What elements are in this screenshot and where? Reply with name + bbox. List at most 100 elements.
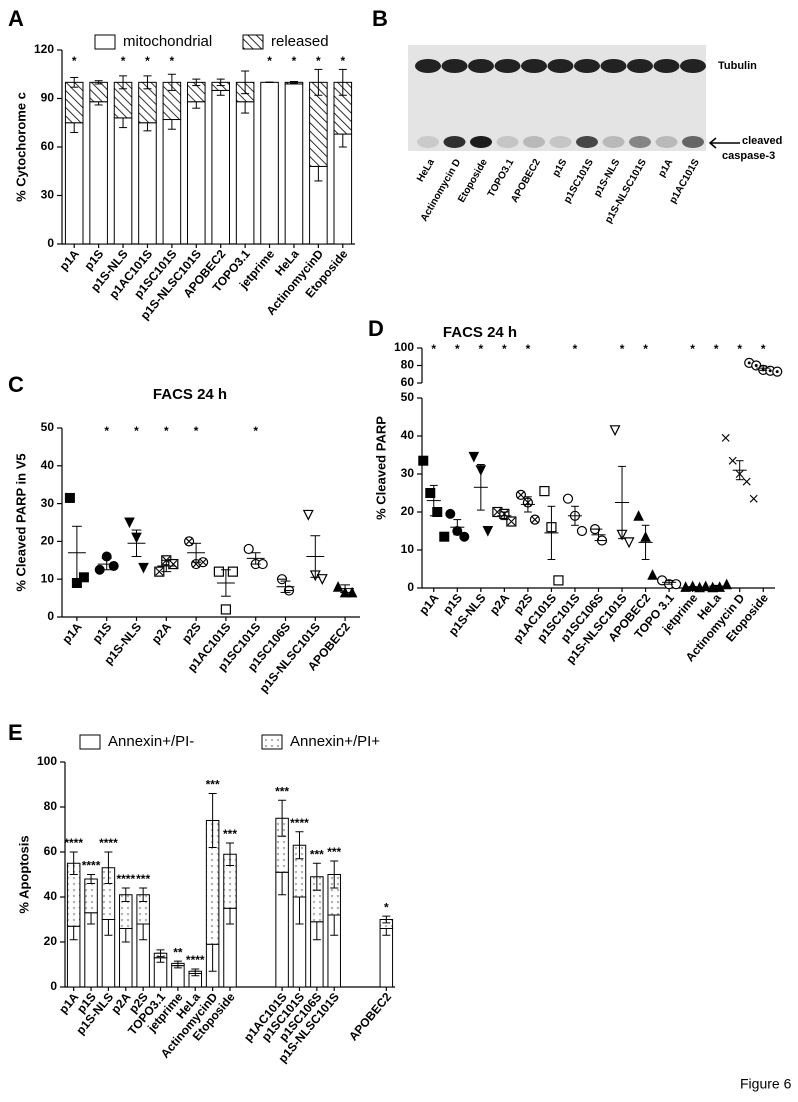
error-bar [191,968,200,974]
significance: * [573,342,578,356]
data-point [772,366,783,377]
sem-bar [429,484,438,517]
tubulin-band [468,59,494,73]
error-bar [70,76,79,88]
significance: *** [136,872,150,886]
marker-part [243,543,254,555]
bar-segment [260,81,279,245]
caspase-band [549,136,572,148]
significance: * [714,342,719,356]
significance: * [72,54,77,68]
y-tick-label: 50 [401,390,415,404]
significance: * [431,342,436,356]
marker-part [425,488,436,498]
legend-label: mitochondrial [123,33,212,50]
bar-segment [211,89,230,245]
y-tick-label: 20 [44,934,58,948]
data-point [700,580,711,592]
y-axis-label: % Cleaved PARP in V5 [13,453,28,591]
significance: * [253,424,258,438]
significance: * [104,424,109,438]
sem-bar [340,584,351,593]
data-point [633,510,644,521]
data-point [539,486,550,497]
significance: *** [223,827,237,841]
sem-bar [131,529,142,558]
significance: * [526,342,531,356]
significance: * [761,342,766,356]
y-tick-label: 80 [44,799,58,813]
marker-part [721,433,730,442]
y-tick-label: 30 [41,496,55,510]
sem-bar [476,464,485,511]
significance: **** [186,953,205,967]
caspase-band [682,136,704,148]
caspase-band [629,136,651,148]
tubulin-band [680,59,706,73]
data-point [425,488,436,498]
data-point [553,575,564,586]
legend-label: released [271,33,329,50]
marker-part [302,509,314,521]
marker-part [700,580,711,592]
data-point [78,572,89,583]
marker-part [721,578,732,590]
y-tick-label: 10 [401,542,415,556]
y-tick-label: 30 [41,188,55,202]
caspase-band [496,136,519,148]
bar-segment [379,928,394,988]
bar-segment [89,81,108,103]
error-bar [94,80,103,85]
significance: * [384,900,389,914]
data-point [184,536,195,547]
error-bar [167,73,176,91]
y-tick-label: 0 [47,236,54,250]
marker-part [138,562,149,574]
chart-title: FACS 24 h [443,324,517,341]
marker-part [742,477,751,486]
marker-part [749,494,758,503]
error-bar [312,862,321,891]
tubulin-band [600,59,627,73]
caspase-band [523,136,545,148]
marker-part [530,515,539,524]
significance: *** [310,847,324,861]
error-bar [87,874,96,884]
panel-letter: D [368,316,384,341]
marker-part [185,537,194,546]
y-tick-label: 0 [47,609,54,623]
y-tick-label: 90 [41,91,55,105]
figure-label: Figure 6 [740,1076,792,1092]
marker-part [623,537,635,549]
error-bar [139,887,148,902]
significance: *** [327,845,341,859]
y-tick-label: 30 [401,466,415,480]
sem-bar [500,511,509,521]
sem-bar [641,524,650,560]
marker-part [64,492,75,503]
band-label: cleaved [742,135,782,147]
data-point [445,508,456,519]
error-bar [330,860,339,889]
error-bar [226,842,234,866]
significance: * [292,54,297,68]
error-bar [173,960,182,967]
bar-segment [138,122,157,245]
significance: * [194,424,199,438]
error-bar [119,75,128,90]
y-tick-label: 60 [44,844,58,858]
data-point [468,451,480,463]
error-bar [104,851,113,884]
marker-part [633,510,644,521]
sem-bar [101,557,112,571]
error-bar [241,70,250,95]
data-point [609,425,621,437]
data-point [482,526,494,537]
sem-bar [665,579,673,585]
bar-segment [84,878,98,914]
significance: * [478,342,483,356]
bar-segment [64,122,84,245]
significance: * [145,54,150,68]
legend-label: Annexin+/PI- [108,733,194,750]
sem-bar [71,525,82,580]
